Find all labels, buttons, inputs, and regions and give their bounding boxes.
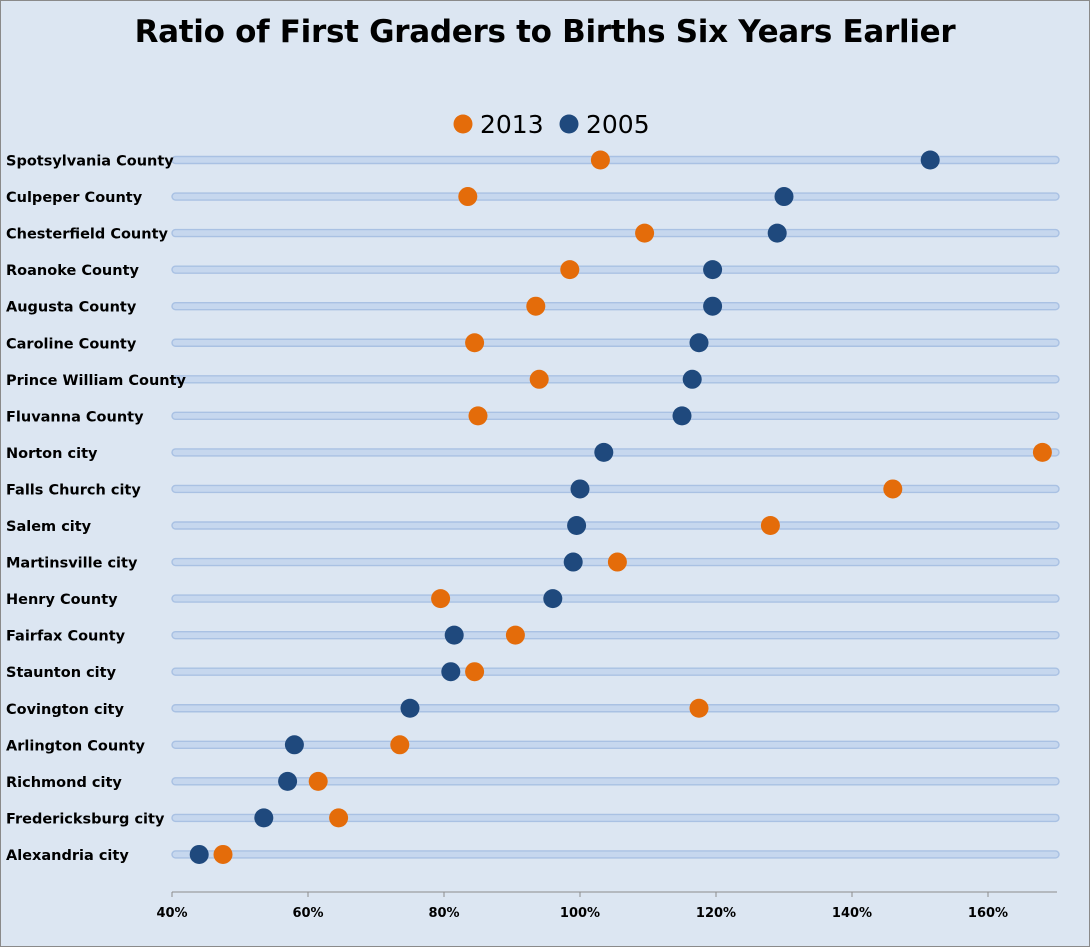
point-2013-augusta-county bbox=[526, 296, 546, 316]
track-richmond-city bbox=[171, 777, 1060, 786]
track-covington-city bbox=[171, 704, 1060, 713]
point-2013-chesterfield-county bbox=[635, 223, 655, 243]
row-label-richmond-city: Richmond city bbox=[6, 775, 122, 791]
point-2005-salem-city bbox=[567, 516, 587, 535]
point-2005-norton-city bbox=[594, 442, 614, 462]
point-2005-martinsville-city bbox=[563, 552, 583, 572]
x-axis: 40% 60% 80% 100% 120% 140% 160% bbox=[156, 891, 1057, 921]
chart-title: Ratio of First Graders to Births Six Yea… bbox=[134, 14, 956, 50]
row-label-augusta-county: Augusta County bbox=[6, 300, 137, 316]
row-label-caroline-county: Caroline County bbox=[6, 336, 137, 352]
legend-marker-2013 bbox=[453, 114, 473, 134]
point-2013-culpeper-county bbox=[458, 187, 478, 207]
x-tick-label: 60% bbox=[292, 906, 323, 921]
row-tracks bbox=[171, 155, 1060, 859]
row-label-chesterfield-county: Chesterfield County bbox=[6, 227, 169, 243]
point-2013-roanoke-county bbox=[560, 260, 580, 280]
point-2013-caroline-county bbox=[465, 333, 485, 353]
point-2005-culpeper-county bbox=[774, 187, 794, 207]
track-staunton-city bbox=[171, 667, 1060, 676]
x-tick-label: 80% bbox=[428, 906, 459, 921]
row-label-spotsylvania-county: Spotsylvania County bbox=[6, 154, 174, 170]
track-falls-church-city bbox=[171, 484, 1060, 494]
point-2013-henry-county bbox=[431, 589, 451, 609]
point-2013-salem-city bbox=[760, 516, 780, 535]
point-2005-covington-city bbox=[400, 698, 420, 718]
point-2005-henry-county bbox=[543, 589, 563, 609]
point-2013-alexandria-city bbox=[213, 844, 233, 864]
row-label-prince-william-county: Prince William County bbox=[6, 373, 187, 389]
track-augusta-county bbox=[171, 302, 1060, 311]
track-roanoke-county bbox=[171, 265, 1060, 274]
x-tick-label: 100% bbox=[560, 906, 600, 921]
x-tick-label: 40% bbox=[156, 906, 187, 921]
track-prince-william-county bbox=[171, 375, 1060, 384]
point-2013-richmond-city bbox=[308, 771, 328, 791]
point-2013-fredericksburg-city bbox=[329, 808, 349, 828]
point-2005-fluvanna-county bbox=[672, 406, 692, 426]
point-2005-alexandria-city bbox=[189, 844, 209, 864]
legend-label-2005: 2005 bbox=[586, 110, 650, 139]
point-2013-falls-church-city bbox=[883, 479, 903, 499]
point-2005-augusta-county bbox=[703, 296, 723, 316]
row-label-covington-city: Covington city bbox=[6, 702, 124, 718]
track-henry-county bbox=[171, 594, 1060, 603]
row-label-salem-city: Salem city bbox=[6, 519, 92, 535]
row-label-staunton-city: Staunton city bbox=[6, 665, 117, 681]
row-label-fredericksburg-city: Fredericksburg city bbox=[6, 811, 165, 827]
point-2005-richmond-city bbox=[278, 771, 298, 791]
track-caroline-county bbox=[171, 338, 1060, 347]
point-2013-arlington-county bbox=[390, 735, 410, 755]
row-labels: Spotsylvania County Culpeper County Cheste… bbox=[6, 154, 187, 864]
point-2005-arlington-county bbox=[284, 735, 304, 755]
legend: 2013 2005 bbox=[453, 110, 650, 139]
row-label-martinsville-city: Martinsville city bbox=[6, 556, 138, 572]
point-2005-roanoke-county bbox=[703, 260, 723, 280]
point-2013-covington-city bbox=[689, 698, 709, 718]
track-chesterfield-county bbox=[171, 228, 1060, 238]
point-2013-prince-william-county bbox=[529, 369, 549, 389]
row-label-culpeper-county: Culpeper County bbox=[6, 190, 143, 206]
row-label-arlington-county: Arlington County bbox=[6, 738, 145, 754]
point-2005-prince-william-county bbox=[682, 369, 702, 389]
track-spotsylvania-county bbox=[171, 155, 1060, 165]
x-tick-label: 140% bbox=[832, 906, 872, 921]
point-2013-fluvanna-county bbox=[468, 406, 488, 426]
point-2013-staunton-city bbox=[465, 662, 485, 682]
track-arlington-county bbox=[171, 740, 1060, 749]
point-2013-norton-city bbox=[1032, 442, 1052, 462]
row-label-falls-church-city: Falls Church city bbox=[6, 482, 141, 498]
row-label-roanoke-county: Roanoke County bbox=[6, 263, 140, 279]
track-culpeper-county bbox=[171, 192, 1060, 201]
track-fairfax-county bbox=[171, 630, 1060, 640]
row-label-fluvanna-county: Fluvanna County bbox=[6, 409, 144, 425]
point-2013-fairfax-county bbox=[505, 625, 525, 645]
point-2005-staunton-city bbox=[441, 662, 461, 682]
point-2005-chesterfield-county bbox=[767, 223, 787, 243]
track-salem-city bbox=[171, 521, 1060, 530]
track-fredericksburg-city bbox=[171, 813, 1060, 823]
track-fluvanna-county bbox=[171, 411, 1060, 421]
point-2005-fairfax-county bbox=[444, 625, 464, 645]
point-2013-spotsylvania-county bbox=[590, 150, 610, 170]
point-2005-falls-church-city bbox=[570, 479, 590, 499]
point-2013-martinsville-city bbox=[607, 552, 627, 572]
x-tick-label: 160% bbox=[968, 906, 1008, 921]
row-label-henry-county: Henry County bbox=[6, 592, 118, 608]
point-2005-caroline-county bbox=[689, 333, 709, 353]
track-alexandria-city bbox=[171, 850, 1060, 859]
legend-label-2013: 2013 bbox=[480, 110, 544, 139]
data-points bbox=[189, 150, 1052, 864]
row-label-fairfax-county: Fairfax County bbox=[6, 629, 126, 645]
legend-marker-2005 bbox=[559, 114, 579, 134]
x-tick-label: 120% bbox=[696, 906, 736, 921]
row-label-norton-city: Norton city bbox=[6, 446, 98, 462]
point-2005-fredericksburg-city bbox=[254, 808, 274, 828]
row-label-alexandria-city: Alexandria city bbox=[6, 848, 129, 864]
track-norton-city bbox=[171, 448, 1060, 457]
point-2005-spotsylvania-county bbox=[920, 150, 940, 170]
